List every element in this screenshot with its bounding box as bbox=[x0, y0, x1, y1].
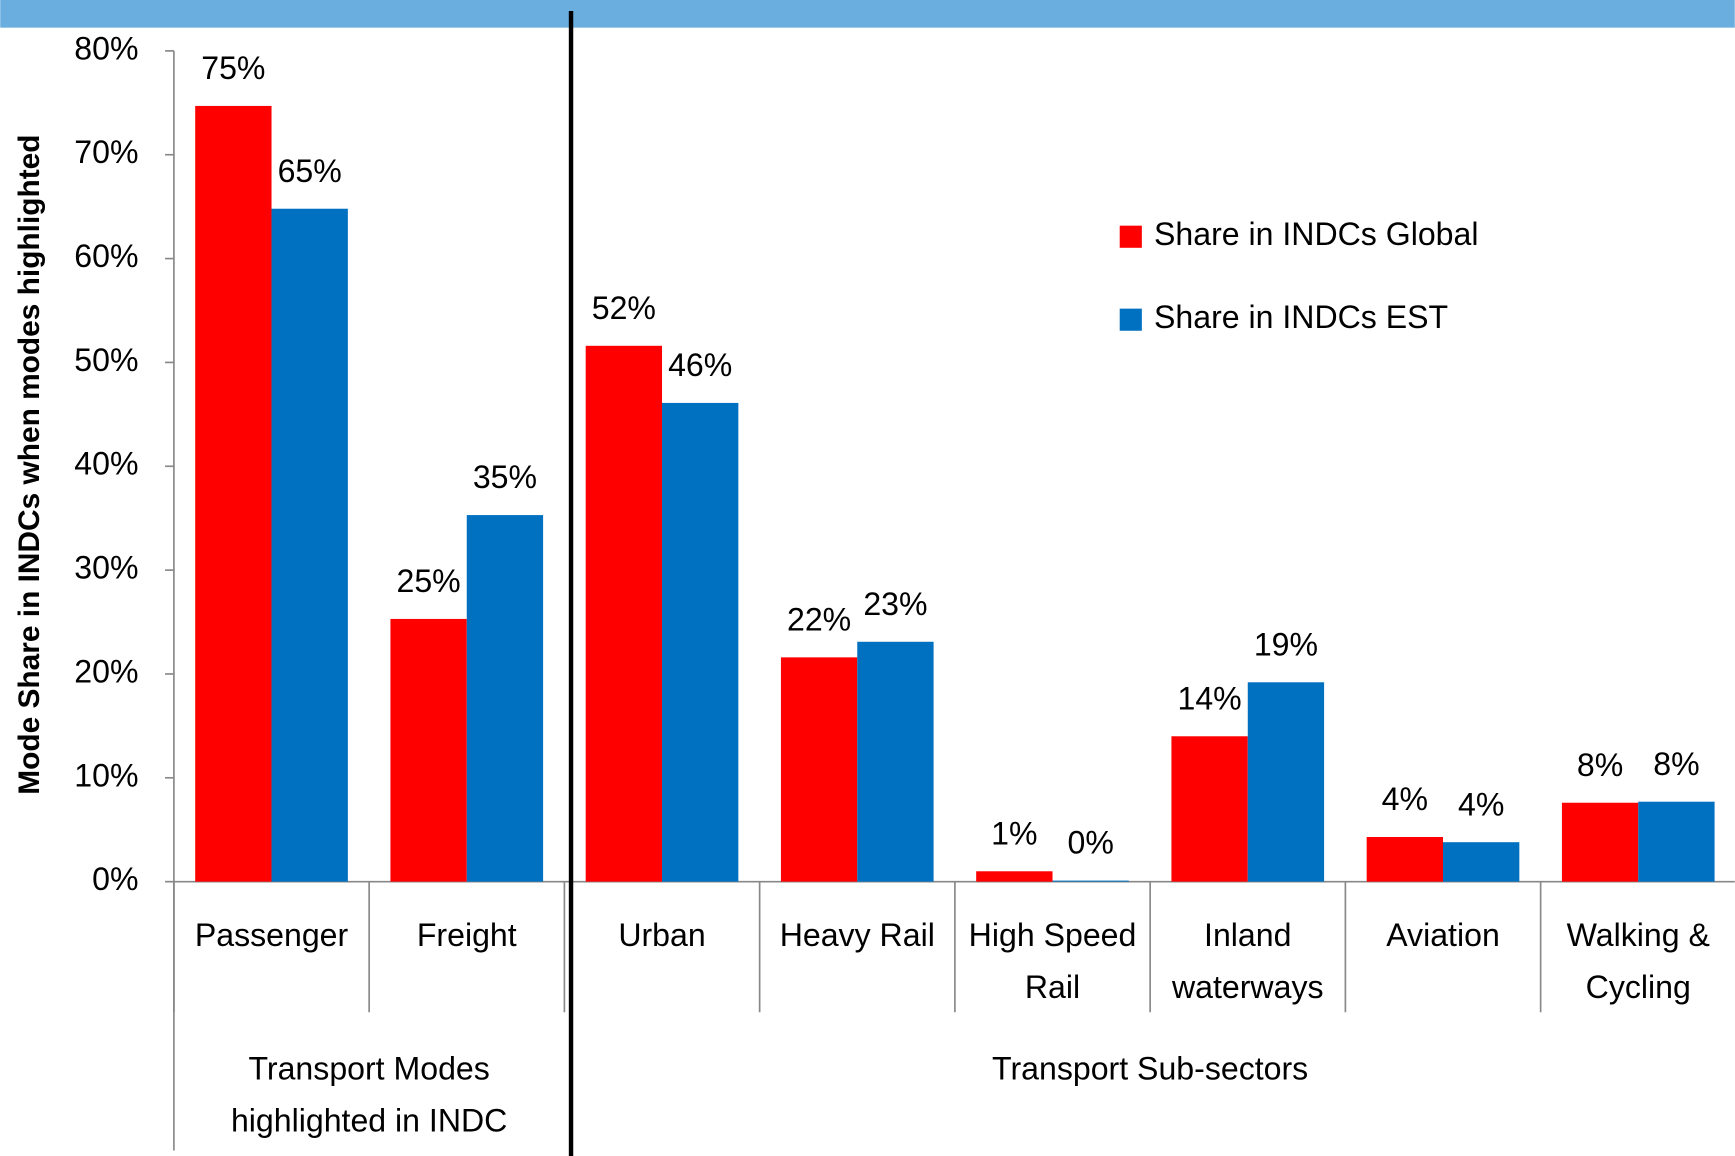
value-label: 1% bbox=[991, 815, 1037, 851]
bar bbox=[1247, 682, 1325, 882]
y-axis-label: Mode Share in INDCs when modes highlight… bbox=[13, 134, 46, 794]
x-tick-label-box: Urban bbox=[618, 918, 706, 954]
y-tick-label: 70% bbox=[74, 134, 138, 170]
y-tick-label: 30% bbox=[74, 550, 138, 586]
legend-label: Share in INDCs Global bbox=[1154, 216, 1478, 252]
value-label: 4% bbox=[1382, 781, 1428, 817]
group-label-box: Transport Modes highlighted in INDC bbox=[230, 1052, 508, 1140]
x-tick-label-box: Freight bbox=[416, 918, 517, 954]
value-label: 25% bbox=[396, 563, 460, 599]
bar bbox=[195, 105, 272, 882]
bar bbox=[780, 657, 858, 882]
y-tick-label: 80% bbox=[74, 30, 138, 66]
x-tick-label: Walking & Cycling bbox=[1566, 918, 1710, 1006]
bar bbox=[1366, 837, 1444, 882]
bar bbox=[1052, 880, 1129, 882]
value-label: 0% bbox=[1067, 825, 1113, 861]
bar bbox=[585, 345, 663, 882]
value-label: 46% bbox=[668, 347, 732, 383]
x-tick-label-box: Passenger bbox=[194, 918, 349, 954]
group-label: Transport Modes highlighted in INDC bbox=[230, 1052, 508, 1140]
x-tick-label: Inland waterways bbox=[1171, 918, 1324, 1006]
x-tick-label: Heavy Rail bbox=[779, 918, 935, 954]
bar bbox=[390, 618, 467, 882]
legend-swatch bbox=[1119, 308, 1142, 331]
group-label-box: Transport Sub-sectors bbox=[992, 1052, 1309, 1088]
x-tick-label-box: Walking & Cycling bbox=[1566, 918, 1710, 1006]
y-tick-label: 10% bbox=[74, 757, 138, 793]
y-tick-label: 0% bbox=[92, 861, 138, 897]
value-label: 4% bbox=[1458, 786, 1504, 822]
legend-swatch bbox=[1119, 225, 1142, 248]
x-tick-label: Freight bbox=[416, 918, 517, 954]
bar bbox=[662, 402, 739, 882]
bar bbox=[976, 871, 1053, 882]
y-tick-label: 50% bbox=[74, 342, 138, 378]
bar bbox=[857, 641, 934, 882]
group-label: Transport Sub-sectors bbox=[992, 1052, 1309, 1088]
value-label: 8% bbox=[1653, 746, 1699, 782]
value-label: 65% bbox=[278, 153, 342, 189]
x-tick-label: Passenger bbox=[194, 918, 349, 954]
header-band bbox=[0, 0, 1735, 28]
bar bbox=[1561, 802, 1639, 882]
value-label: 19% bbox=[1254, 626, 1318, 662]
value-label: 35% bbox=[473, 459, 537, 495]
x-tick-label: Urban bbox=[618, 918, 706, 954]
value-label: 75% bbox=[201, 50, 265, 86]
legend-label: Share in INDCs EST bbox=[1154, 299, 1448, 335]
bar bbox=[271, 208, 348, 882]
y-tick-label: 20% bbox=[74, 653, 138, 689]
x-tick-label: High Speed Rail bbox=[968, 918, 1137, 1006]
bar bbox=[1443, 842, 1520, 882]
value-label: 14% bbox=[1177, 680, 1241, 716]
x-tick-label-box: Aviation bbox=[1386, 918, 1500, 954]
x-tick-label-box: Inland waterways bbox=[1171, 918, 1324, 1006]
value-label: 8% bbox=[1577, 747, 1623, 783]
value-label: 52% bbox=[592, 290, 656, 326]
x-tick-label-box: Heavy Rail bbox=[779, 918, 935, 954]
value-label: 22% bbox=[787, 601, 851, 637]
y-tick-label: 40% bbox=[74, 446, 138, 482]
bar bbox=[466, 515, 544, 882]
value-label: 23% bbox=[863, 586, 927, 622]
y-tick-label: 60% bbox=[74, 238, 138, 274]
bar bbox=[1171, 736, 1248, 882]
x-tick-label: Aviation bbox=[1386, 918, 1500, 954]
bar bbox=[1638, 801, 1715, 882]
x-tick-label-box: High Speed Rail bbox=[968, 918, 1137, 1006]
